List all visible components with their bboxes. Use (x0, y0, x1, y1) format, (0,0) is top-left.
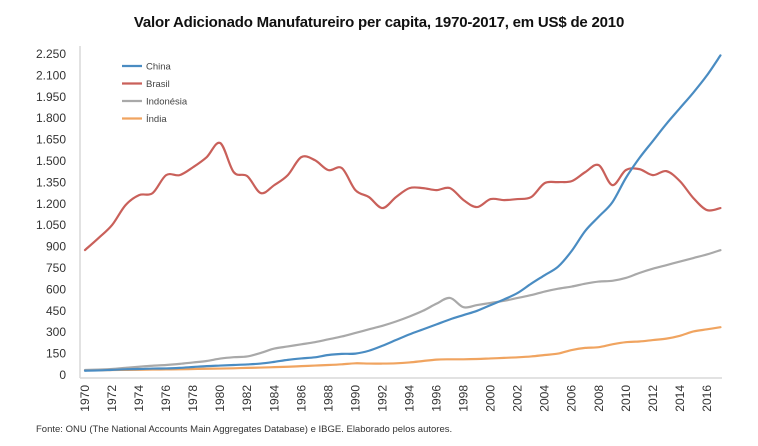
y-tick-label: 1.050 (36, 218, 66, 232)
x-tick-label: 1994 (402, 385, 416, 412)
y-tick-label: 150 (46, 347, 66, 361)
x-tick-label: 2012 (646, 385, 660, 412)
chart-title: Valor Adicionado Manufatureiro per capit… (133, 14, 625, 31)
legend: China Brasil Indonésia Índia (122, 62, 188, 125)
x-tick-label: 1992 (375, 385, 389, 412)
y-tick-label: 750 (46, 261, 66, 275)
x-tick-label: 1988 (321, 385, 335, 412)
legend-label-indonesia: Indonésia (146, 97, 188, 108)
x-tick-label: 1980 (213, 385, 227, 412)
axes: 0 150 300 450 600 750 900 1.050 1.200 1.350 1.500 1… (36, 46, 722, 412)
x-tick-label: 1990 (348, 385, 362, 412)
x-tick-label: 1984 (267, 385, 281, 412)
series-line-indonesia (83, 249, 722, 372)
source-note: Fonte: ONU (The National Accounts Main A… (36, 424, 453, 435)
series-line-india (83, 326, 722, 372)
y-tick-label: 2.100 (36, 68, 66, 82)
y-tick-label: 1.800 (36, 111, 66, 125)
x-tick-label: 1982 (240, 385, 254, 412)
x-tick-label: 1978 (186, 385, 200, 412)
y-tick-label: 0 (59, 368, 66, 382)
x-tick-label: 1974 (132, 385, 146, 412)
legend-label-brasil: Brasil (146, 79, 170, 90)
y-tick-label: 300 (46, 325, 66, 339)
x-tick-label: 2008 (592, 385, 606, 412)
y-tick-label: 1.200 (36, 197, 66, 211)
y-tick-label: 2.250 (36, 47, 66, 61)
y-tick-label: 900 (46, 240, 66, 254)
x-tick-label: 2010 (619, 385, 633, 412)
x-tick-label: 2014 (673, 385, 687, 412)
y-tick-label: 600 (46, 282, 66, 296)
y-tick-label: 1.350 (36, 175, 66, 189)
x-tick-label: 1972 (105, 385, 119, 412)
x-tick-label: 2000 (484, 385, 498, 412)
y-tick-label: 1.950 (36, 90, 66, 104)
series-lines (83, 54, 722, 372)
x-tick-label: 2002 (511, 385, 525, 412)
y-tick-label: 450 (46, 304, 66, 318)
x-tick-label: 1986 (294, 385, 308, 412)
series-line-china (83, 54, 722, 372)
x-tick-label: 1976 (159, 385, 173, 412)
y-tick-label: 1.650 (36, 133, 66, 147)
x-tick-label: 2016 (700, 385, 714, 412)
x-tick-label: 2004 (538, 385, 552, 412)
x-tick-label: 1970 (78, 385, 92, 412)
x-tick-label: 1998 (457, 385, 471, 412)
x-tick-label: 2006 (565, 385, 579, 412)
legend-label-china: China (146, 62, 172, 73)
legend-label-india: Índia (146, 114, 167, 125)
y-tick-label: 1.500 (36, 154, 66, 168)
x-tick-label: 1996 (430, 385, 444, 412)
series-line-brasil (83, 141, 722, 252)
